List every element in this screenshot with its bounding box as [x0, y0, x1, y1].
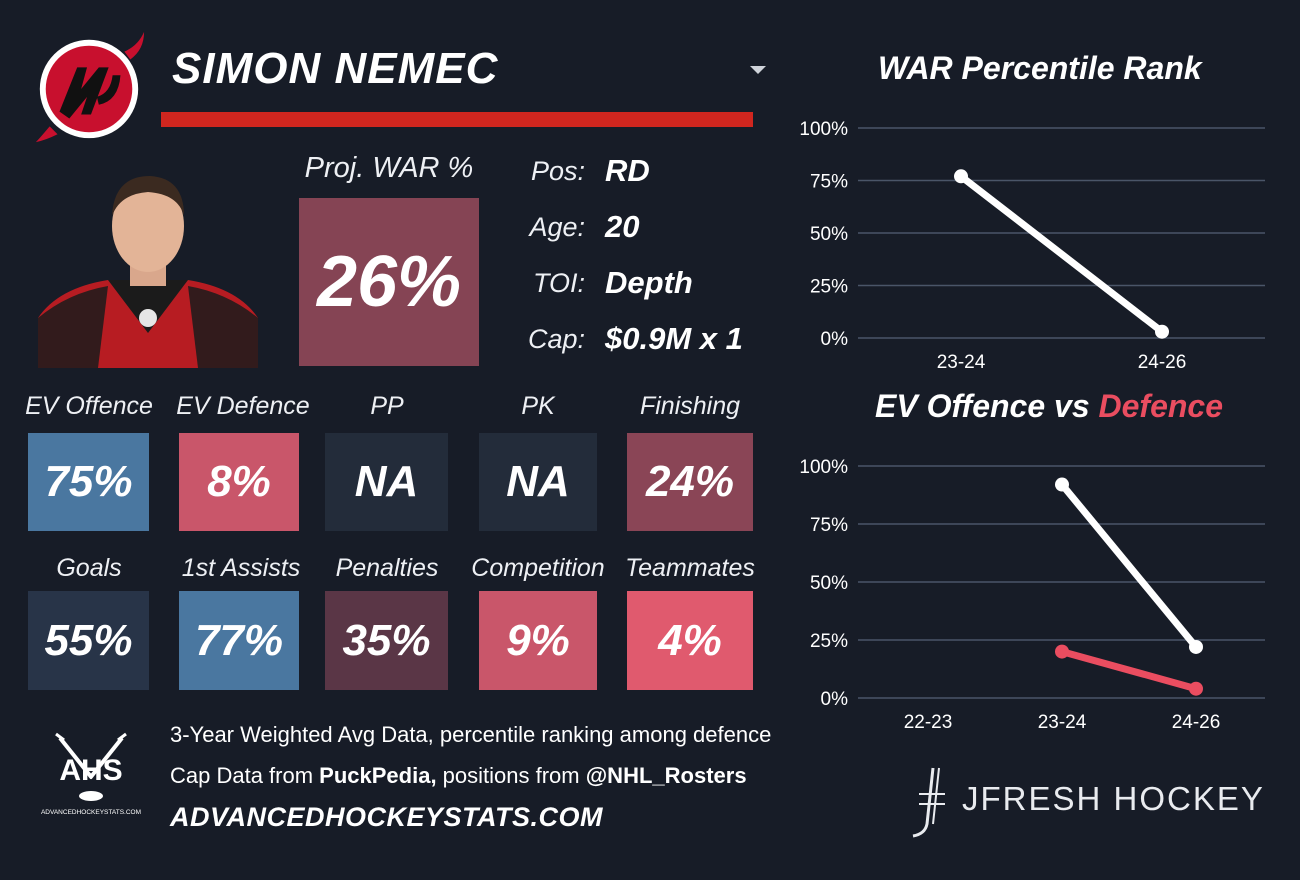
series-line-1 [1058, 648, 1200, 693]
stat-box-ev-offence: 75% [28, 433, 149, 531]
y-tick-label: 50% [810, 224, 848, 245]
stat-box-finishing: 24% [627, 433, 753, 531]
info-value-age: 20 [605, 209, 640, 244]
stat-label-competition: Competition [471, 554, 605, 582]
stat-label-goals: Goals [56, 554, 122, 582]
team-logo [35, 31, 145, 143]
chart-title-ev-part1: EV Offence vs [875, 388, 1099, 424]
ahs-logo: AHS ADVANCEDHOCKEYSTATS.COM [41, 732, 141, 816]
chart-title-war: WAR Percentile Rank [878, 50, 1202, 86]
info-key-pos: Pos: [530, 156, 585, 186]
jfresh-hockey-brand: JFRESH HOCKEY [962, 780, 1265, 817]
stat-value: 9% [506, 615, 570, 665]
stat-label-pk: PK [521, 392, 555, 420]
player-headshot [38, 176, 258, 368]
stat-value: 35% [342, 615, 431, 665]
y-tick-label: 25% [810, 631, 848, 652]
stat-box-ev-defence: 8% [179, 433, 299, 531]
x-tick-label: 24-26 [1172, 712, 1221, 733]
stat-box-pk: NA [479, 433, 597, 531]
y-tick-label: 75% [810, 515, 848, 536]
y-tick-label: 100% [799, 119, 848, 140]
info-value-toi: Depth [605, 265, 693, 300]
stat-box-penalties: 35% [325, 591, 448, 690]
projected-war-label: Proj. WAR % [304, 152, 474, 184]
x-tick-label: 23-24 [1038, 712, 1087, 733]
ahs-logo-subtext: ADVANCEDHOCKEYSTATS.COM [41, 809, 141, 816]
data-point [1055, 644, 1069, 659]
stat-box-pp: NA [325, 433, 448, 531]
data-point [1155, 324, 1169, 339]
info-value-pos: RD [605, 153, 650, 188]
title-underline [161, 112, 753, 127]
info-key-cap: Cap: [527, 324, 585, 354]
stat-value: NA [354, 457, 419, 506]
x-tick-label: 24-26 [1138, 352, 1187, 373]
stat-value: 24% [645, 457, 735, 506]
stat-value: 4% [658, 615, 722, 665]
stat-label-ev-defence: EV Defence [176, 392, 310, 420]
stat-value: 77% [194, 615, 284, 665]
stat-box-teammates: 4% [627, 591, 753, 690]
stat-label-teammates: Teammates [625, 554, 755, 582]
footnote-sources: Cap Data from PuckPedia, positions from … [170, 763, 747, 789]
series-line-0 [1058, 481, 1200, 651]
nhl-rosters-link[interactable]: @NHL_Rosters [585, 763, 747, 788]
footnote-data-info: 3-Year Weighted Avg Data, percentile ran… [170, 722, 772, 747]
stat-box-goals: 55% [28, 591, 149, 690]
data-point [1189, 639, 1203, 654]
data-point [1055, 477, 1069, 492]
stat-box-competition: 9% [479, 591, 597, 690]
stat-label-penalties: Penalties [335, 554, 439, 582]
info-key-age: Age: [529, 212, 585, 242]
info-key-toi: TOI: [532, 268, 585, 298]
stat-label-pp: PP [370, 392, 404, 420]
x-tick-label: 22-23 [904, 712, 953, 733]
series-line-0 [957, 172, 1166, 336]
stat-label-ev-offence: EV Offence [25, 392, 153, 420]
dropdown-caret-icon[interactable] [750, 66, 766, 74]
stat-label-1st-assists: 1st Assists [181, 554, 301, 582]
player-name: SIMON NEMEC [172, 44, 499, 93]
puckpedia-link[interactable]: PuckPedia, [319, 763, 437, 788]
stat-value: 8% [207, 457, 271, 506]
y-tick-label: 100% [799, 457, 848, 478]
stat-value: 55% [44, 615, 133, 665]
footnote-prefix: Cap Data from [170, 763, 320, 788]
jfresh-hockey-logo [912, 767, 945, 838]
y-tick-label: 75% [810, 172, 848, 193]
ev-offence-defence-chart: 100% 75% 50% 25% 0% 22-23 23-24 24-26 [799, 457, 1265, 733]
website-link[interactable]: ADVANCEDHOCKEYSTATS.COM [170, 802, 604, 832]
footnote-middle: positions from [436, 763, 586, 788]
y-tick-label: 25% [810, 277, 848, 298]
x-tick-label: 23-24 [937, 352, 986, 373]
war-percentile-chart: 100% 75% 50% 25% 0% 23-24 24-26 [799, 119, 1265, 373]
y-tick-label: 0% [821, 689, 849, 710]
projected-war-value: 26% [316, 242, 462, 322]
chart-title-ev: EV Offence vs Defence [875, 388, 1223, 425]
stat-value: NA [506, 457, 570, 506]
stat-label-finishing: Finishing [639, 392, 741, 420]
projected-war-box: 26% [299, 198, 479, 366]
stat-box-1st-assists: 77% [179, 591, 299, 690]
data-point [1189, 681, 1203, 696]
y-tick-label: 50% [810, 573, 848, 594]
info-value-cap: $0.9M x 1 [605, 321, 743, 356]
data-point [954, 169, 968, 184]
chart-title-ev-part2: Defence [1098, 388, 1224, 424]
y-tick-label: 0% [821, 329, 849, 350]
ahs-logo-text: AHS [59, 754, 122, 787]
stat-value: 75% [44, 457, 133, 506]
